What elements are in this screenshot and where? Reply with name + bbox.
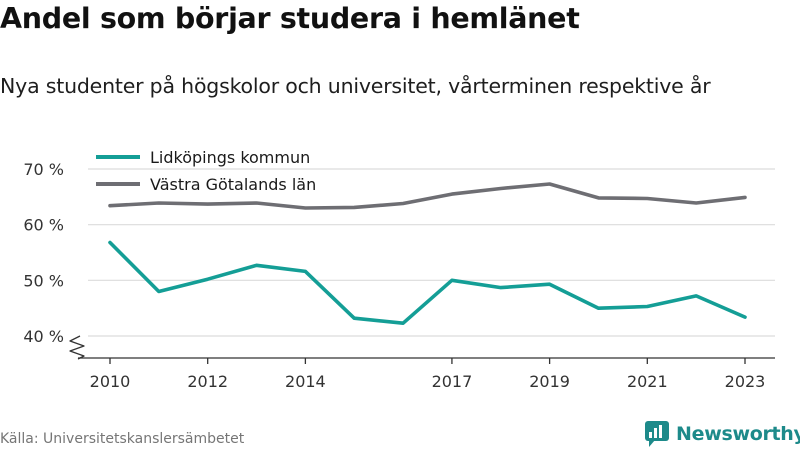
y-tick-label: 60 %	[23, 216, 64, 235]
y-tick-label: 50 %	[23, 271, 64, 290]
x-tick-label: 2021	[627, 372, 668, 391]
data-series	[108, 182, 747, 326]
chart-title: Andel som börjar studera i hemlänet	[0, 2, 580, 35]
legend-label: Västra Götalands län	[150, 175, 316, 194]
brand-logo: Newsworthy	[645, 421, 800, 447]
legend: Lidköpings kommun Västra Götalands län	[96, 148, 316, 194]
x-tick-label: 2023	[725, 372, 766, 391]
series-line	[108, 240, 747, 326]
source-note: Källa: Universitetskanslersämbetet	[0, 431, 245, 447]
x-tick-label: 2014	[285, 372, 326, 391]
axis-break-icon	[69, 335, 85, 360]
x-tick-label: 2019	[529, 372, 570, 391]
y-tick-label: 70 %	[23, 160, 64, 179]
x-tick-label: 2017	[432, 372, 473, 391]
y-tick-label: 40 %	[23, 327, 64, 346]
axes: 40 % 50 % 60 % 70 % 2010 2012 2014 2017 2019 2021…	[23, 160, 775, 391]
x-tick-label: 2012	[187, 372, 228, 391]
legend-label: Lidköpings kommun	[150, 148, 310, 167]
chart-subtitle: Nya studenter på högskolor och universit…	[0, 74, 711, 98]
gridlines	[88, 168, 775, 337]
newsworthy-logo-icon	[645, 421, 669, 447]
line-chart: 40 % 50 % 60 % 70 % 2010 2012 2014 2017 2019 2021…	[23, 148, 775, 391]
brand-name: Newsworthy	[676, 423, 800, 445]
series-line	[108, 182, 747, 210]
x-tick-label: 2010	[90, 372, 131, 391]
